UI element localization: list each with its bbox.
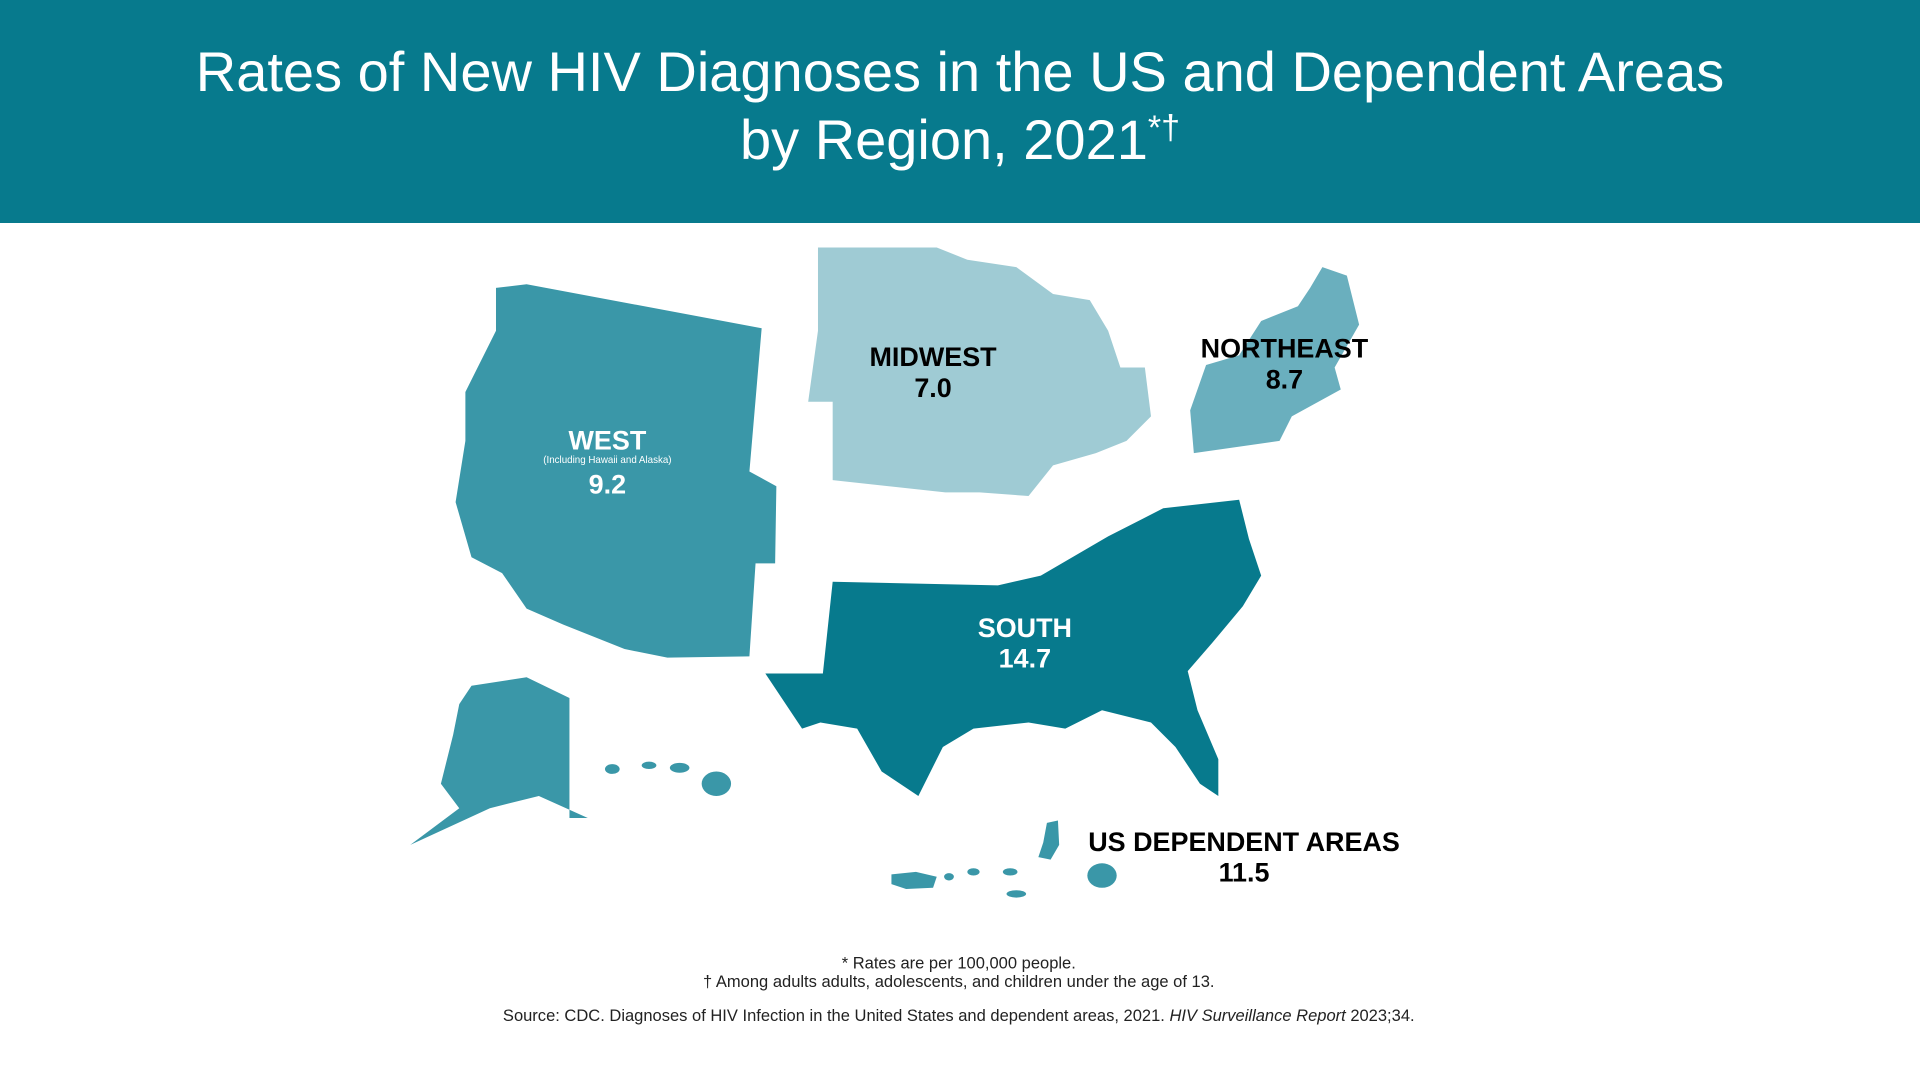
region-note: (Including Hawaii and Alaska)	[543, 455, 671, 466]
region-shape	[410, 677, 588, 845]
region-name: NORTHEAST	[1201, 334, 1369, 364]
region-shape	[1038, 820, 1060, 860]
region-shape	[891, 871, 937, 890]
region-shape	[944, 873, 954, 881]
footnote: † Among adults adults, adolescents, and …	[703, 972, 1214, 991]
source-citation: 2023;34.	[1350, 1006, 1414, 1025]
region-rate: 7.0	[914, 373, 951, 403]
region-shape	[701, 771, 732, 796]
region-name: US DEPENDENT AREAS	[1088, 827, 1400, 857]
source-text: Source: CDC. Diagnoses of HIV Infection …	[503, 1006, 1165, 1025]
region-shape	[1190, 267, 1360, 454]
title-text: by Region, 2021	[740, 108, 1148, 171]
region-shape	[604, 764, 620, 774]
region-name: MIDWEST	[870, 342, 998, 372]
map: WEST (Including Hawaii and Alaska) 9.2 M…	[410, 247, 1415, 1025]
region-rate: 14.7	[999, 643, 1051, 673]
region-shape	[1087, 863, 1117, 888]
title-line: by Region, 2021*†	[0, 106, 1920, 174]
region-name: WEST	[569, 425, 647, 455]
header: Rates of New HIV Diagnoses in the US and…	[0, 0, 1920, 223]
source: Source: CDC. Diagnoses of HIV Infection …	[503, 1006, 1415, 1025]
region-shape	[1002, 868, 1018, 876]
region-shape	[765, 499, 1262, 796]
title-superscript: *†	[1147, 109, 1180, 147]
region-name: SOUTH	[978, 613, 1072, 643]
source-journal: HIV Surveillance Report	[1169, 1006, 1347, 1025]
region-shape	[455, 284, 777, 658]
region-rate: 8.7	[1266, 364, 1303, 394]
region-rate: 9.2	[589, 470, 626, 500]
title-line: Rates of New HIV Diagnoses in the US and…	[195, 40, 1725, 103]
region-shape	[669, 762, 690, 773]
region-rate: 11.5	[1219, 858, 1270, 888]
footnote: * Rates are per 100,000 people.	[842, 954, 1076, 973]
region-shape	[641, 761, 657, 770]
region-shape	[1006, 890, 1027, 898]
region-shape	[967, 868, 980, 876]
region-shape	[808, 247, 1151, 497]
